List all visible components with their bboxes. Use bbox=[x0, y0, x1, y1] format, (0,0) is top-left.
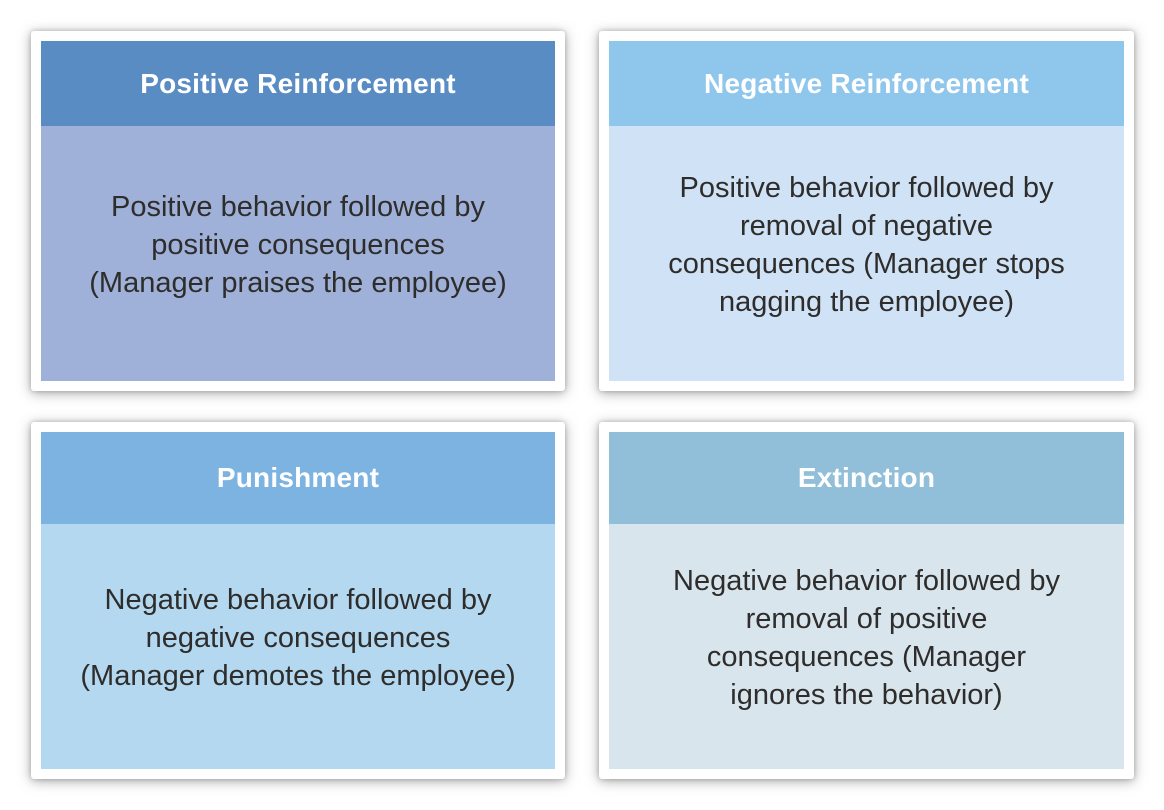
body-text-line: Positive behavior followed by bbox=[111, 190, 485, 223]
body-text-line: Positive behavior followed by bbox=[679, 171, 1054, 204]
card-punishment: Punishment Negative behavior followed by… bbox=[31, 422, 565, 779]
card-title: Punishment bbox=[216, 462, 380, 493]
card-header: Positive Reinforcement bbox=[41, 41, 555, 126]
body-text-line: consequences (Manager bbox=[706, 640, 1027, 673]
card-title: Extinction bbox=[797, 462, 936, 493]
card-body: Positive behavior followed by removal of … bbox=[609, 126, 1124, 381]
card-title: Positive Reinforcement bbox=[140, 67, 456, 99]
card-body: Negative behavior followed by removal of … bbox=[609, 524, 1124, 769]
card-extinction: Extinction Negative behavior followed by… bbox=[599, 422, 1134, 779]
body-text-line: removal of negative bbox=[739, 209, 994, 242]
body-text-line: (Manager demotes the employee) bbox=[80, 659, 516, 692]
body-text-line: nagging the employee) bbox=[718, 285, 1015, 318]
body-text-line: Negative behavior followed by bbox=[104, 583, 492, 616]
card-header: Extinction bbox=[609, 432, 1124, 524]
body-text-line: Negative behavior followed by bbox=[673, 564, 1060, 597]
body-text-line: removal of positive bbox=[745, 602, 988, 635]
body-text-line: ignores the behavior) bbox=[730, 678, 1003, 711]
body-text-line: consequences (Manager stops bbox=[668, 247, 1065, 280]
card-header: Punishment bbox=[41, 432, 555, 524]
card-positive-reinforcement: Positive Reinforcement Positive behavior… bbox=[31, 31, 565, 391]
card-title: Negative Reinforcement bbox=[704, 67, 1029, 99]
body-text-line: positive consequences bbox=[151, 228, 445, 261]
card-body: Negative behavior followed by negative co… bbox=[41, 524, 555, 769]
body-text-line: (Manager praises the employee) bbox=[89, 266, 507, 299]
card-negative-reinforcement: Negative Reinforcement Positive behavior… bbox=[599, 31, 1134, 391]
body-text-line: negative consequences bbox=[145, 621, 451, 654]
card-body: Positive behavior followed by positive co… bbox=[41, 126, 555, 381]
card-header: Negative Reinforcement bbox=[609, 41, 1124, 126]
